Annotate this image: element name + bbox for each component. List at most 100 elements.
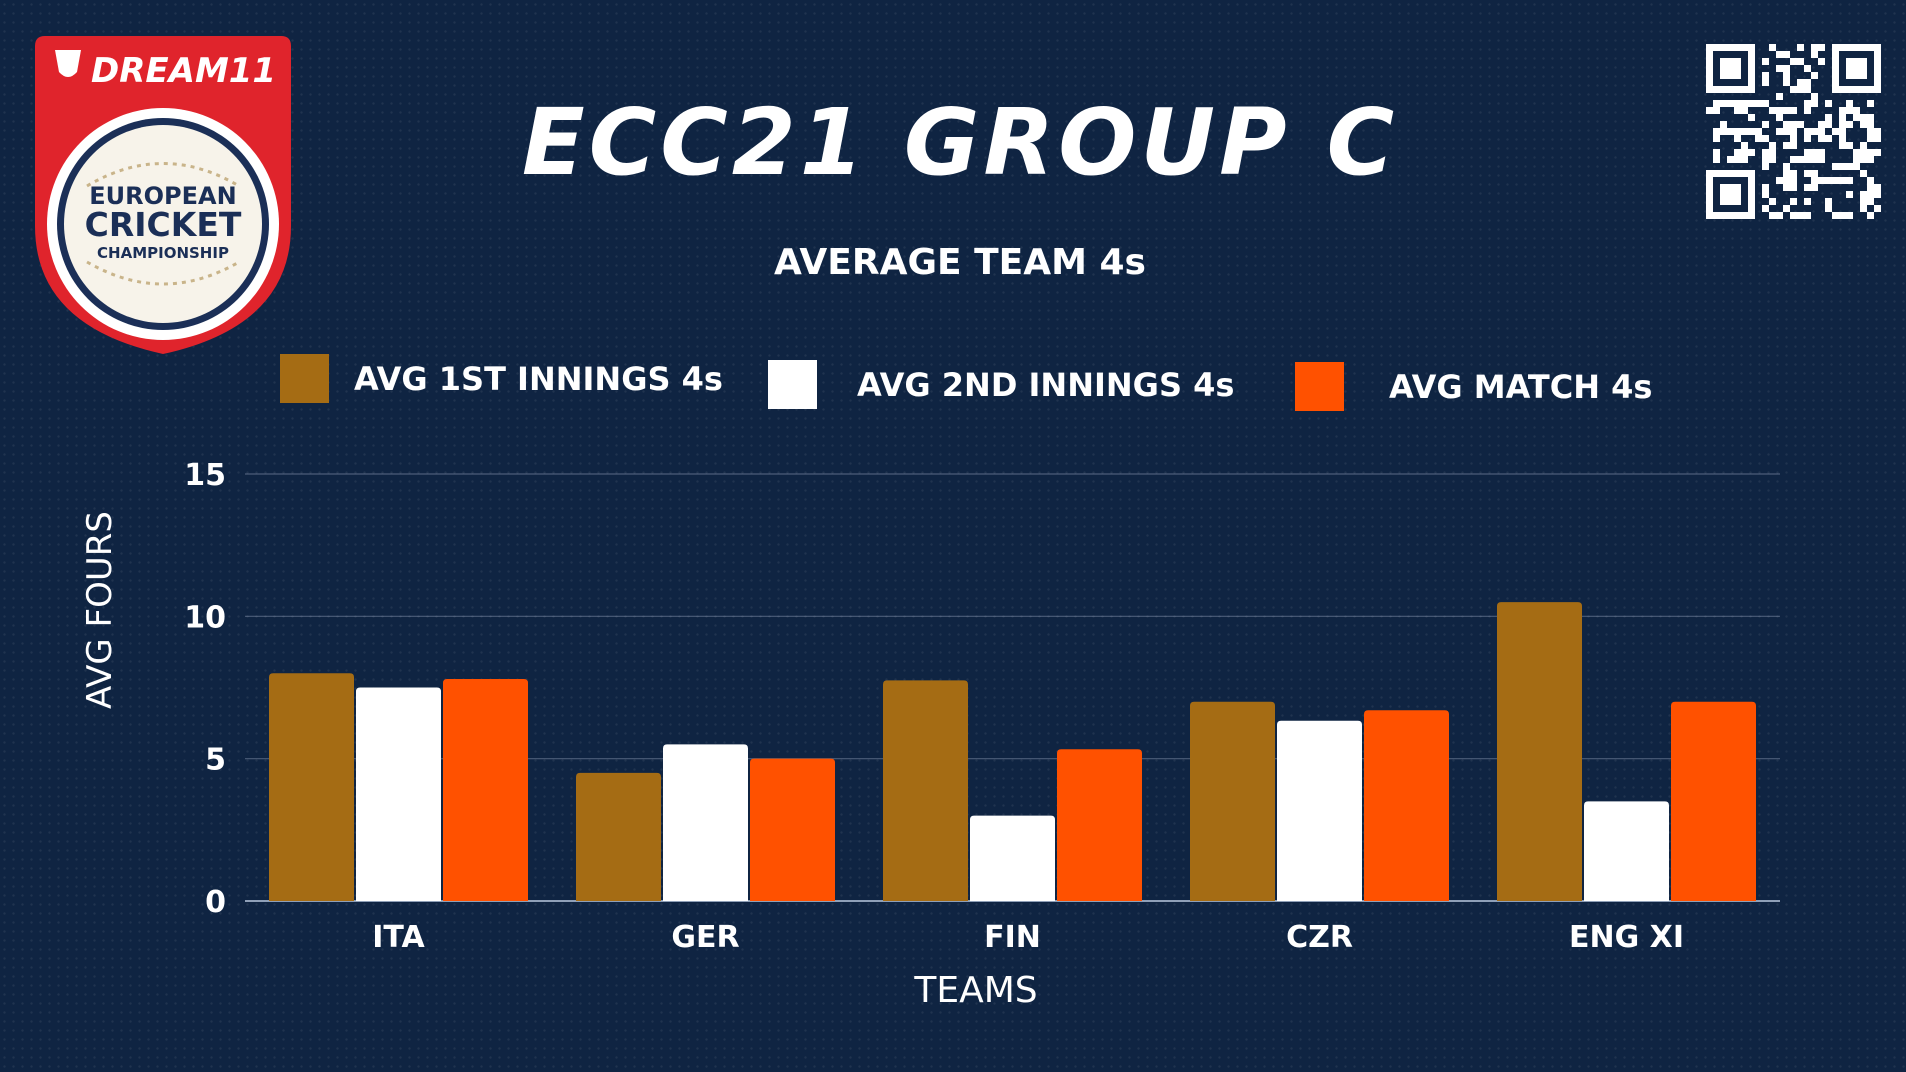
qr-module	[1755, 100, 1762, 107]
qr-module	[1867, 149, 1874, 156]
bar	[1364, 710, 1449, 901]
qr-module	[1825, 100, 1832, 107]
legend-label-1st-innings: AVG 1ST INNINGS 4s	[354, 359, 723, 398]
qr-module	[1811, 156, 1818, 163]
legend-item-1st-innings: AVG 1ST INNINGS 4s	[280, 354, 723, 403]
qr-finder-core	[1846, 58, 1867, 79]
y-tick-label: 5	[205, 743, 226, 778]
qr-module	[1832, 163, 1839, 170]
qr-module	[1867, 121, 1874, 128]
qr-module	[1776, 107, 1783, 114]
qr-module	[1867, 100, 1874, 107]
qr-module	[1734, 156, 1741, 163]
chart-subtitle: AVERAGE TEAM 4s	[774, 242, 1146, 283]
qr-module	[1790, 121, 1797, 128]
qr-module	[1783, 184, 1790, 191]
qr-module	[1762, 100, 1769, 107]
qr-module	[1769, 149, 1776, 156]
bar	[1057, 749, 1142, 901]
x-axis-title: TEAMS	[914, 970, 1038, 1011]
qr-module	[1769, 107, 1776, 114]
qr-module	[1804, 135, 1811, 142]
qr-module	[1853, 107, 1860, 114]
qr-module	[1818, 135, 1825, 142]
qr-module	[1867, 198, 1874, 205]
qr-module	[1776, 51, 1783, 58]
qr-module	[1783, 51, 1790, 58]
qr-module	[1853, 163, 1860, 170]
x-tick-label: FIN	[984, 920, 1041, 955]
qr-module	[1720, 128, 1727, 135]
qr-module	[1860, 142, 1867, 149]
qr-module	[1853, 156, 1860, 163]
qr-module	[1874, 128, 1881, 135]
qr-module	[1713, 100, 1720, 107]
legend-swatch-1st-innings	[280, 354, 329, 403]
logo-badge-icon: DREAM11 EUROPEAN CRICKET CHAMPIONSHIP	[35, 36, 291, 354]
qr-module	[1783, 65, 1790, 72]
qr-module	[1811, 93, 1818, 100]
bar	[356, 687, 441, 901]
qr-module	[1741, 156, 1748, 163]
y-tick-label: 10	[184, 600, 226, 635]
qr-module	[1811, 177, 1818, 184]
qr-module	[1867, 184, 1874, 191]
qr-module	[1797, 44, 1804, 51]
qr-code-graphic	[1706, 44, 1881, 219]
qr-module	[1804, 149, 1811, 156]
qr-module	[1762, 191, 1769, 198]
qr-module	[1804, 86, 1811, 93]
qr-module	[1741, 149, 1748, 156]
qr-module	[1839, 163, 1846, 170]
qr-module	[1755, 128, 1762, 135]
qr-module	[1846, 107, 1853, 114]
qr-module	[1874, 205, 1881, 212]
qr-module	[1776, 93, 1783, 100]
bar	[1671, 701, 1756, 901]
qr-module	[1804, 79, 1811, 86]
qr-module	[1839, 128, 1846, 135]
qr-module	[1860, 191, 1867, 198]
x-tick-label: ITA	[372, 920, 425, 955]
qr-module	[1741, 128, 1748, 135]
y-tick-label: 15	[184, 458, 226, 493]
qr-module	[1839, 142, 1846, 149]
qr-module	[1713, 107, 1720, 114]
qr-module	[1804, 170, 1811, 177]
qr-module	[1853, 149, 1860, 156]
qr-module	[1776, 212, 1783, 219]
qr-module	[1734, 107, 1741, 114]
x-tick-label: CZR	[1286, 920, 1353, 955]
qr-module	[1860, 205, 1867, 212]
qr-module	[1713, 128, 1720, 135]
qr-module	[1790, 107, 1797, 114]
qr-module	[1825, 121, 1832, 128]
legend-label-2nd-innings: AVG 2ND INNINGS 4s	[857, 365, 1235, 404]
qr-module	[1783, 72, 1790, 79]
qr-module	[1825, 198, 1832, 205]
qr-module	[1804, 107, 1811, 114]
qr-module	[1818, 177, 1825, 184]
qr-module	[1762, 184, 1769, 191]
qr-module	[1874, 149, 1881, 156]
qr-module	[1720, 100, 1727, 107]
qr-module	[1818, 44, 1825, 51]
qr-module	[1713, 149, 1720, 156]
qr-module	[1790, 198, 1797, 205]
qr-module	[1755, 135, 1762, 142]
qr-module	[1727, 156, 1734, 163]
qr-module	[1762, 58, 1769, 65]
bar	[1190, 701, 1275, 901]
qr-module	[1790, 86, 1797, 93]
qr-module	[1762, 135, 1769, 142]
qr-module	[1769, 44, 1776, 51]
qr-module	[1720, 121, 1727, 128]
qr-module	[1867, 114, 1874, 121]
dream11-ecc-logo: DREAM11 EUROPEAN CRICKET CHAMPIONSHIP	[35, 36, 291, 354]
qr-module	[1811, 170, 1818, 177]
qr-module	[1713, 156, 1720, 163]
qr-module	[1811, 100, 1818, 107]
qr-module	[1734, 100, 1741, 107]
qr-module	[1762, 79, 1769, 86]
legend-item-match: AVG MATCH 4s	[1295, 362, 1652, 411]
